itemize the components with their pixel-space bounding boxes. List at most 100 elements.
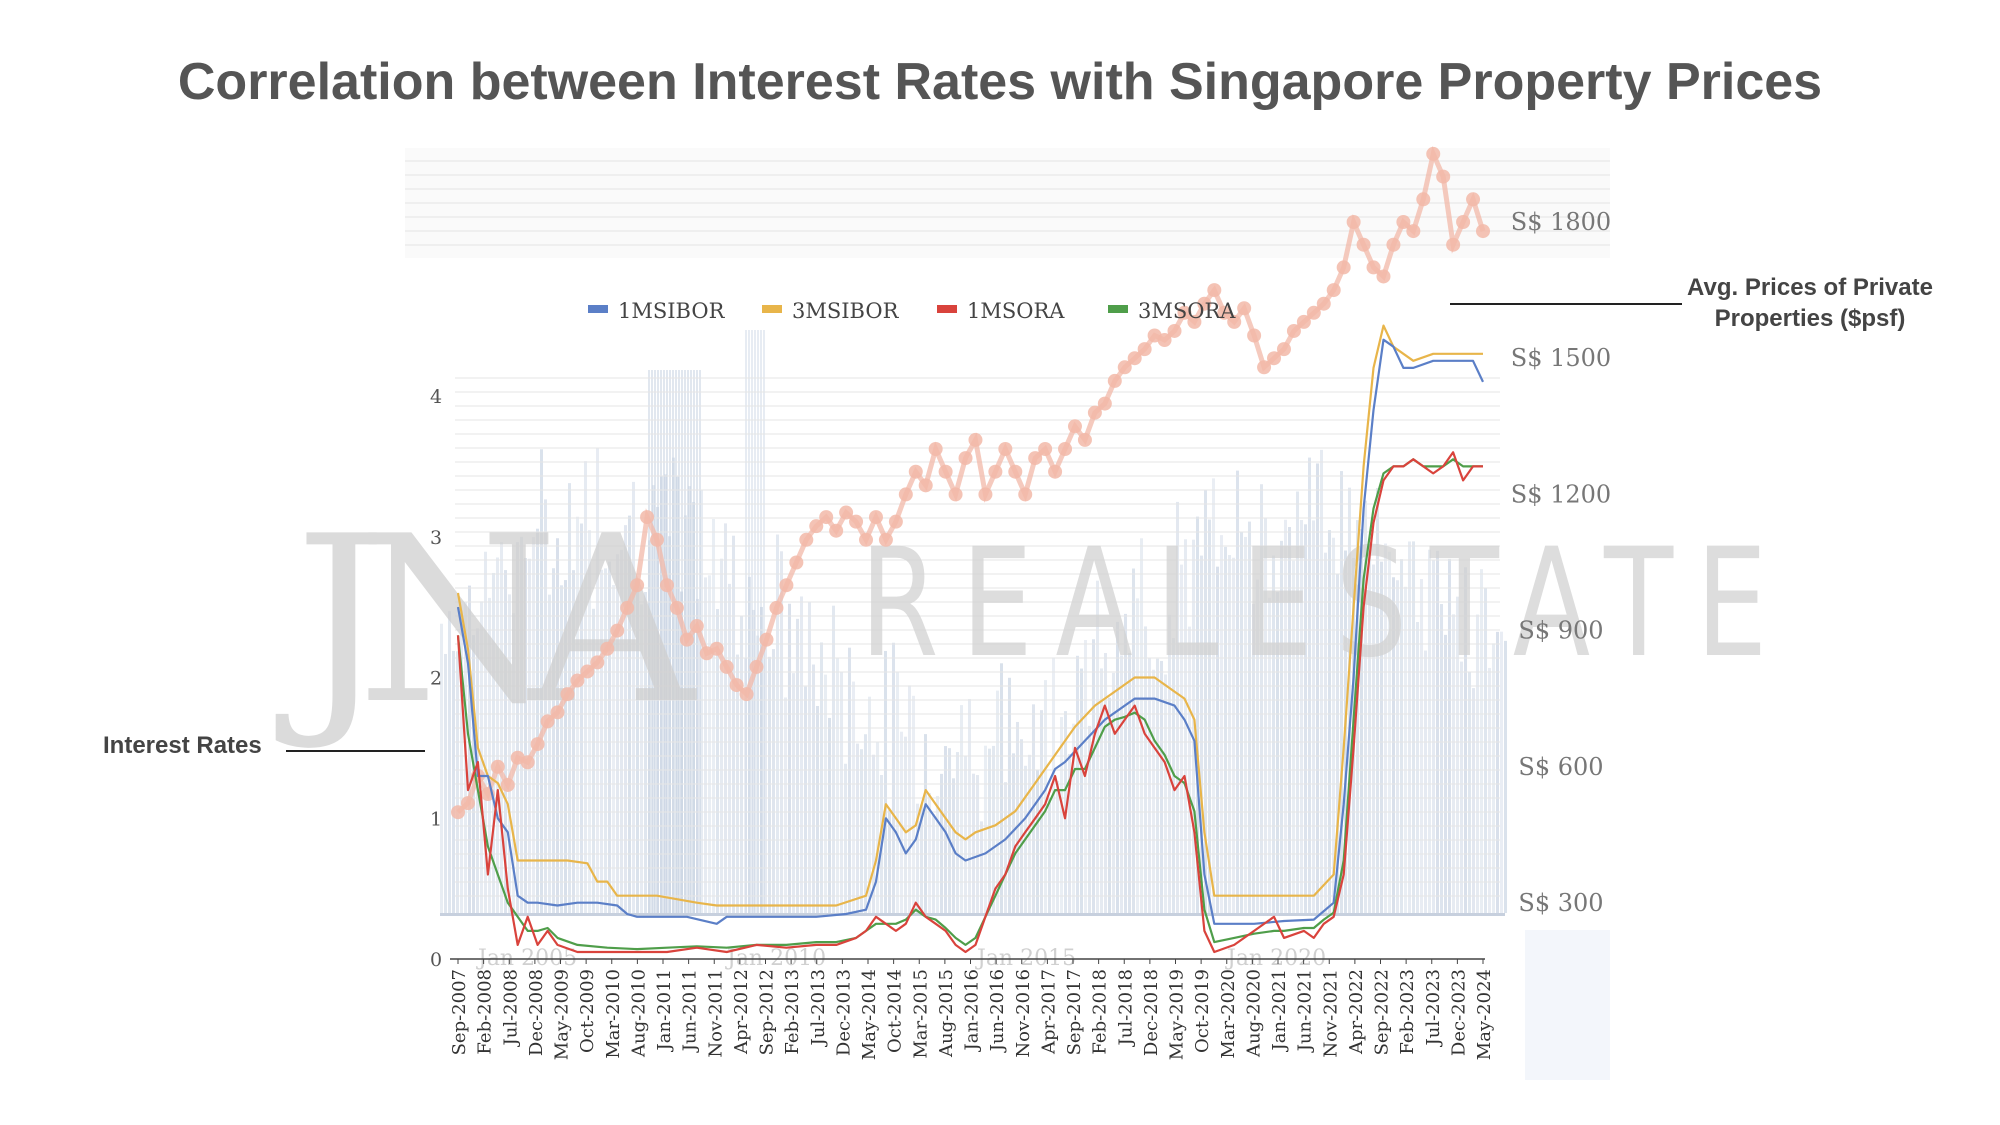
background-bar <box>488 597 491 913</box>
background-bar <box>636 579 639 913</box>
background-bar <box>1092 639 1095 913</box>
price-point <box>918 478 933 493</box>
y-left-tick-label: 3 <box>430 527 442 549</box>
series-line-3msibor <box>456 324 1483 907</box>
background-bar <box>816 705 819 913</box>
background-bar <box>1280 540 1283 913</box>
background-bar <box>1112 672 1115 913</box>
background-bar <box>1448 558 1451 913</box>
price-point <box>1157 333 1172 348</box>
background-bar <box>972 773 975 913</box>
background-bar <box>800 596 803 913</box>
background-bar <box>888 810 891 913</box>
x-tick-label: Oct-2014 <box>885 969 906 1053</box>
background-bar <box>1340 471 1343 913</box>
price-point <box>679 632 694 647</box>
background-bar <box>1072 723 1075 913</box>
x-tick-label: Feb-2013 <box>782 969 803 1055</box>
background-bar <box>654 370 656 913</box>
x-tick-label: Dec-2018 <box>1141 969 1162 1056</box>
background-bar <box>1436 550 1439 913</box>
background-bar <box>1500 631 1503 913</box>
price-point <box>630 578 645 593</box>
x-tick-label: Jul-2008 <box>500 969 521 1047</box>
background-bar <box>836 658 839 913</box>
price-point <box>709 641 724 656</box>
price-point <box>1386 237 1401 252</box>
background-bar <box>864 734 867 913</box>
background-bar <box>1252 603 1255 913</box>
background-bar <box>808 602 811 913</box>
watermark-mark: JNA <box>275 488 697 755</box>
corner-panel <box>1525 930 1610 1080</box>
background-bar <box>1312 520 1315 913</box>
background-bar <box>1372 564 1375 913</box>
background-bar <box>440 623 443 913</box>
y-left-tick-label: 4 <box>430 386 442 408</box>
y-right-tick-label: S$ 1500 <box>1511 344 1611 372</box>
background-bar <box>760 330 762 913</box>
background-bar <box>812 664 815 913</box>
background-bar <box>1408 541 1411 913</box>
x-tick-label: May-2019 <box>1167 969 1188 1060</box>
background-bar <box>1216 566 1219 913</box>
x-tick-label: Dec-2008 <box>526 969 547 1056</box>
y-right-tick-label: S$ 900 <box>1518 617 1603 645</box>
background-bar <box>664 474 667 913</box>
price-point <box>749 659 764 674</box>
background-bar <box>856 743 859 913</box>
x-tick-label: Aug-2010 <box>628 969 649 1058</box>
background-bar <box>1256 579 1259 913</box>
background-bar <box>616 554 619 913</box>
x-tick-label: Mar-2020 <box>1218 969 1239 1059</box>
x-tick-label: Jun-2021 <box>1295 969 1316 1053</box>
price-point <box>620 600 635 615</box>
background-bar <box>640 604 643 913</box>
background-bar <box>1088 725 1091 913</box>
price-point <box>978 487 993 502</box>
background-bar <box>900 731 903 913</box>
background-bar <box>1356 520 1359 913</box>
price-point <box>888 514 903 529</box>
background-bar <box>932 814 935 913</box>
background-bar <box>1288 527 1291 913</box>
background-bar <box>892 642 895 913</box>
price-point <box>948 487 963 502</box>
background-bar <box>1404 586 1407 913</box>
background-bar <box>492 572 495 913</box>
background-bar <box>651 370 653 913</box>
avg-prices-callout-line1: Avg. Prices of Private <box>1687 274 1933 301</box>
price-point <box>799 532 814 547</box>
x-tick-label: Sep-2012 <box>757 969 778 1055</box>
background-bar <box>763 330 765 913</box>
background-bar <box>904 736 907 913</box>
x-tick-label: Jun-2016 <box>987 969 1008 1053</box>
price-point <box>1028 451 1043 466</box>
price-point <box>1406 224 1421 239</box>
background-bar <box>824 674 827 913</box>
price-point <box>849 514 864 529</box>
background-bar <box>1156 658 1159 913</box>
background-bar <box>1400 559 1403 913</box>
background-bar <box>828 717 831 913</box>
background-bar <box>1056 780 1059 913</box>
x-tick-label: Aug-2015 <box>936 969 957 1058</box>
background-bar <box>1360 529 1363 913</box>
x-tick-label: Nov-2021 <box>1320 969 1341 1058</box>
background-bar <box>1388 551 1391 913</box>
x-tick-label: Dec-2023 <box>1448 969 1469 1056</box>
x-tick-label: Apr-2017 <box>1038 969 1059 1055</box>
background-bar <box>460 610 463 913</box>
price-point <box>1217 305 1232 320</box>
price-point <box>659 578 674 593</box>
x-tick-label: Jan-2021 <box>1269 969 1290 1052</box>
price-point <box>988 464 1003 479</box>
price-point <box>1276 342 1291 357</box>
background-bar <box>1200 555 1203 913</box>
background-bar <box>608 561 611 913</box>
price-point <box>1436 169 1451 184</box>
background-bar <box>644 591 647 913</box>
price-point <box>1127 351 1142 366</box>
background-bar <box>672 370 674 913</box>
background-bar <box>456 651 459 913</box>
